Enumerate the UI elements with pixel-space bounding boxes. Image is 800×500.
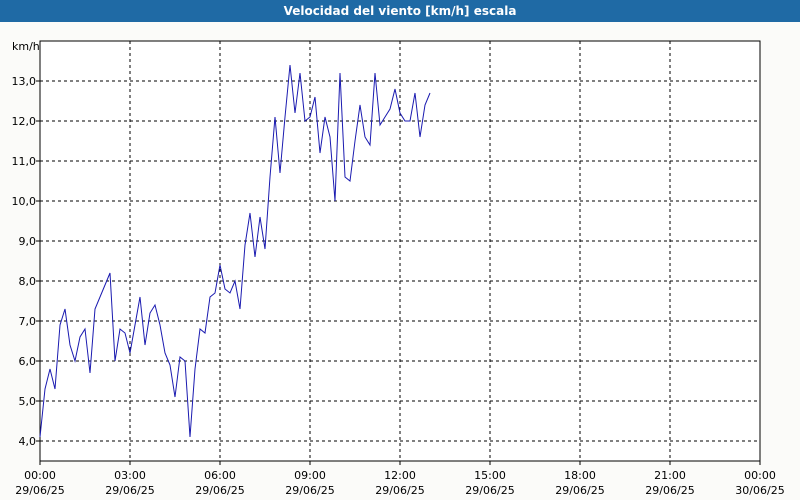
x-tick-time-label: 15:00 [474,469,506,482]
x-tick-date-label: 29/06/25 [15,484,64,497]
x-tick-date-label: 29/06/25 [375,484,424,497]
y-tick-label: 10,0 [12,195,37,208]
x-tick-time-label: 21:00 [654,469,686,482]
x-tick-time-label: 03:00 [114,469,146,482]
y-tick-label: 7,0 [19,315,37,328]
x-tick-date-label: 29/06/25 [285,484,334,497]
x-axis-ticks: 00:00 29/06/25 03:00 29/06/25 06:00 29/06/25 0… [15,461,785,497]
chart-title-bar: Velocidad del viento [km/h] escala [0,0,800,22]
y-tick-label: 9,0 [19,235,37,248]
x-tick-time-label: 12:00 [384,469,416,482]
chart-title: Velocidad del viento [km/h] escala [283,4,517,18]
series-line-wind-speed [39,64,431,438]
y-tick-label: 4,0 [19,435,37,448]
grid-lines [40,41,760,461]
y-tick-label: 11,0 [12,155,37,168]
y-axis-ticks: 4,0 5,0 6,0 7,0 8,0 9,0 10,0 11,0 12,0 13,0 [12,75,40,448]
x-tick-date-label: 30/06/25 [735,484,784,497]
y-tick-label: 13,0 [12,75,37,88]
x-tick-time-label: 18:00 [564,469,596,482]
y-axis-label: km/h [12,40,40,53]
x-tick-date-label: 29/06/25 [555,484,604,497]
y-tick-label: 5,0 [19,395,37,408]
x-tick-date-label: 29/06/25 [465,484,514,497]
y-tick-label: 12,0 [12,115,37,128]
x-tick-time-label: 09:00 [294,469,326,482]
x-tick-time-label: 00:00 [744,469,776,482]
x-tick-date-label: 29/06/25 [195,484,244,497]
x-tick-date-label: 29/06/25 [105,484,154,497]
y-tick-label: 8,0 [19,275,37,288]
y-tick-label: 6,0 [19,355,37,368]
x-tick-time-label: 06:00 [204,469,236,482]
x-tick-date-label: 29/06/25 [645,484,694,497]
x-tick-time-label: 00:00 [24,469,56,482]
